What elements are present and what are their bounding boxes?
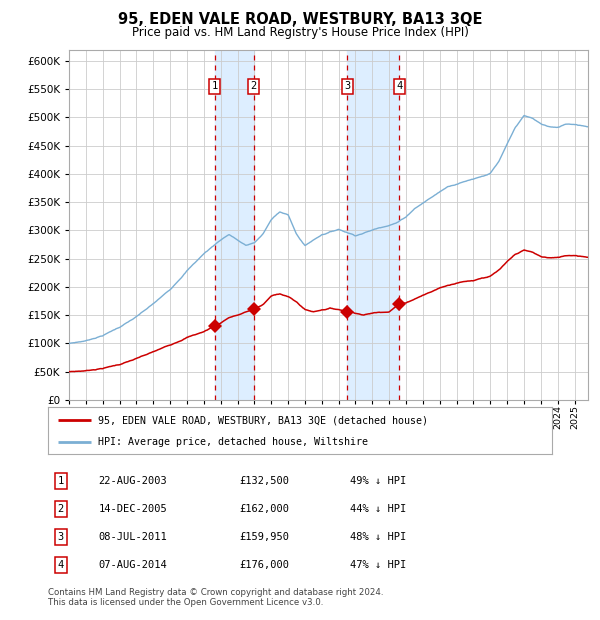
Text: £162,000: £162,000 — [239, 504, 290, 514]
Text: 2: 2 — [58, 504, 64, 514]
Text: 22-AUG-2003: 22-AUG-2003 — [98, 476, 167, 486]
Text: £132,500: £132,500 — [239, 476, 290, 486]
Text: 49% ↓ HPI: 49% ↓ HPI — [350, 476, 407, 486]
Text: HPI: Average price, detached house, Wiltshire: HPI: Average price, detached house, Wilt… — [98, 437, 368, 447]
Text: £159,950: £159,950 — [239, 532, 290, 542]
Text: 14-DEC-2005: 14-DEC-2005 — [98, 504, 167, 514]
Text: £176,000: £176,000 — [239, 560, 290, 570]
Text: 3: 3 — [58, 532, 64, 542]
Text: 95, EDEN VALE ROAD, WESTBURY, BA13 3QE (detached house): 95, EDEN VALE ROAD, WESTBURY, BA13 3QE (… — [98, 415, 428, 425]
Bar — [215, 50, 254, 400]
Text: 4: 4 — [58, 560, 64, 570]
Text: 08-JUL-2011: 08-JUL-2011 — [98, 532, 167, 542]
Text: 1: 1 — [211, 81, 218, 91]
Text: Contains HM Land Registry data © Crown copyright and database right 2024.: Contains HM Land Registry data © Crown c… — [48, 588, 383, 597]
Text: 48% ↓ HPI: 48% ↓ HPI — [350, 532, 407, 542]
Text: 1: 1 — [58, 476, 64, 486]
Bar — [347, 50, 399, 400]
Text: 07-AUG-2014: 07-AUG-2014 — [98, 560, 167, 570]
Text: Price paid vs. HM Land Registry's House Price Index (HPI): Price paid vs. HM Land Registry's House … — [131, 26, 469, 39]
Text: 4: 4 — [396, 81, 403, 91]
Text: This data is licensed under the Open Government Licence v3.0.: This data is licensed under the Open Gov… — [48, 598, 323, 608]
Text: 2: 2 — [250, 81, 257, 91]
Text: 3: 3 — [344, 81, 350, 91]
Text: 44% ↓ HPI: 44% ↓ HPI — [350, 504, 407, 514]
Text: 95, EDEN VALE ROAD, WESTBURY, BA13 3QE: 95, EDEN VALE ROAD, WESTBURY, BA13 3QE — [118, 12, 482, 27]
Text: 47% ↓ HPI: 47% ↓ HPI — [350, 560, 407, 570]
